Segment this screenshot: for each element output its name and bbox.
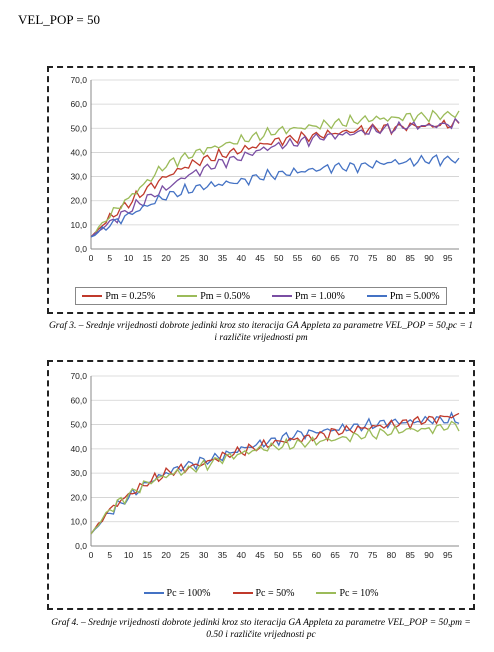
legend-label: Pm = 1.00%	[295, 290, 345, 302]
x-tick-label: 50	[274, 550, 284, 560]
x-tick-label: 30	[199, 253, 209, 263]
series-line	[90, 420, 460, 535]
x-tick-label: 45	[255, 550, 265, 560]
legend-label: Pm = 5.00%	[389, 290, 440, 302]
x-tick-label: 25	[180, 550, 190, 560]
chart-caption-2: Graf 4. – Srednje vrijednosti dobrote je…	[51, 618, 471, 640]
y-tick-label: 30,0	[70, 172, 87, 182]
x-tick-label: 65	[330, 550, 340, 560]
legend-swatch	[232, 592, 253, 594]
legend-2: Pc = 100% Pc = 50% Pc = 10%	[75, 584, 447, 602]
x-tick-label: 0	[89, 253, 94, 263]
x-tick-label: 25	[180, 253, 190, 263]
x-tick-label: 0	[89, 550, 94, 560]
y-tick-label: 10,0	[70, 517, 87, 527]
x-tick-label: 80	[387, 253, 397, 263]
y-tick-label: 0,0	[75, 541, 87, 551]
x-tick-label: 90	[424, 550, 434, 560]
x-tick-label: 45	[255, 253, 265, 263]
x-tick-label: 80	[387, 550, 397, 560]
x-tick-label: 60	[312, 253, 322, 263]
series-line	[90, 117, 460, 238]
legend-item: Pm = 0.25%	[82, 291, 155, 302]
x-tick-label: 75	[368, 253, 378, 263]
legend-item: Pc = 50%	[232, 587, 295, 599]
legend-label: Pm = 0.25%	[105, 290, 156, 302]
legend-item: Pc = 100%	[143, 587, 211, 599]
y-tick-label: 70,0	[70, 371, 87, 381]
chart-caption-1: Graf 3. – Srednje vrijednosti dobrote je…	[48, 321, 474, 343]
x-tick-label: 55	[293, 550, 303, 560]
x-tick-label: 95	[443, 550, 453, 560]
legend-item: Pm = 1.00%	[272, 291, 345, 302]
y-tick-label: 40,0	[70, 444, 87, 454]
series-line	[90, 154, 460, 238]
x-tick-label: 50	[274, 253, 284, 263]
page-heading: VEL_POP = 50	[18, 12, 100, 27]
legend-label: Pc = 100%	[166, 587, 211, 599]
chart-frame-2: 0,0 10,0 20,0 30,0 40,0 50,0 60,0 70,0 0 5 10 15 20 2…	[47, 360, 475, 610]
y-tick-label: 60,0	[70, 395, 87, 405]
x-tick-label: 40	[236, 253, 246, 263]
x-tick-label: 20	[161, 253, 171, 263]
x-tick-label: 15	[143, 253, 153, 263]
y-tick-label: 60,0	[70, 99, 87, 109]
legend-item: Pm = 0.50%	[177, 291, 250, 302]
x-tick-label: 20	[161, 550, 171, 560]
legend-swatch	[143, 592, 164, 594]
y-tick-label: 30,0	[70, 468, 87, 478]
x-tick-label: 10	[124, 550, 134, 560]
series-line	[90, 109, 460, 238]
x-tick-label: 65	[330, 253, 340, 263]
y-tick-label: 70,0	[70, 75, 87, 85]
legend-swatch	[272, 295, 292, 297]
x-tick-label: 40	[236, 550, 246, 560]
x-tick-label: 70	[349, 550, 359, 560]
legend-label: Pc = 50%	[255, 587, 295, 599]
x-tick-label: 5	[107, 253, 112, 263]
x-tick-label: 60	[312, 550, 322, 560]
y-tick-label: 20,0	[70, 196, 87, 206]
chart-2: 0,0 10,0 20,0 30,0 40,0 50,0 60,0 70,0 0 5 10 15 20 2…	[70, 371, 460, 560]
series-line	[90, 412, 460, 535]
legend-item: Pm = 5.00%	[366, 290, 440, 302]
x-tick-label: 15	[143, 550, 153, 560]
y-tick-label: 20,0	[70, 492, 87, 502]
x-tick-label: 35	[218, 550, 228, 560]
x-tick-label: 30	[199, 550, 209, 560]
legend-label: Pc = 10%	[339, 587, 379, 599]
legend-swatch	[177, 295, 198, 297]
x-tick-label: 90	[424, 253, 434, 263]
legend-swatch	[82, 295, 103, 297]
chart-1: 0,0 10,0 20,0 30,0 40,0 50,0 60,0 70,0 0 5 10 15 20 2…	[70, 75, 460, 263]
x-tick-label: 5	[107, 550, 112, 560]
series-line	[90, 411, 460, 535]
legend-swatch	[316, 592, 337, 594]
y-tick-label: 40,0	[70, 147, 87, 157]
chart-frame-1: 0,0 10,0 20,0 30,0 40,0 50,0 60,0 70,0 0 5 10 15 20 2…	[47, 66, 475, 314]
y-tick-label: 50,0	[70, 123, 87, 133]
y-tick-label: 10,0	[70, 220, 87, 230]
legend-label: Pm = 0.50%	[200, 290, 250, 302]
y-tick-label: 0,0	[75, 244, 87, 254]
x-tick-label: 55	[293, 253, 303, 263]
x-tick-label: 85	[405, 253, 415, 263]
x-tick-label: 95	[443, 253, 453, 263]
legend-1: Pm = 0.25% Pm = 0.50% Pm = 1.00% Pm = 5.00%	[75, 287, 447, 305]
x-tick-label: 85	[405, 550, 415, 560]
x-tick-label: 70	[349, 253, 359, 263]
x-tick-label: 35	[218, 253, 228, 263]
legend-item: Pc = 10%	[316, 588, 378, 599]
x-tick-label: 10	[124, 253, 134, 263]
x-tick-label: 75	[368, 550, 378, 560]
legend-swatch	[366, 295, 387, 297]
y-tick-label: 50,0	[70, 420, 87, 430]
